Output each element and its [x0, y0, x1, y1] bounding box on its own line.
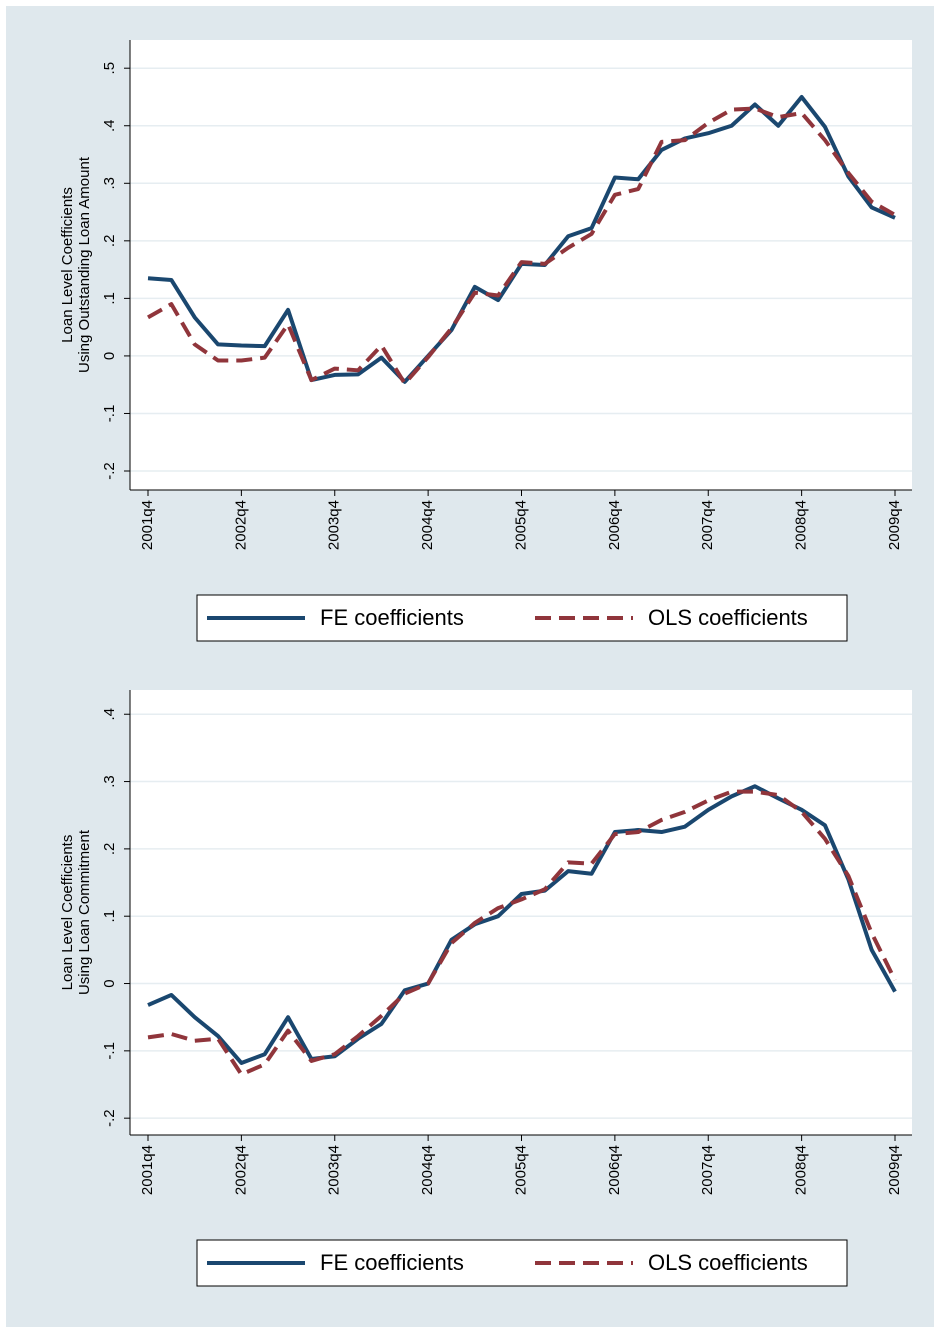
x-tick-label: 2003q4: [326, 1145, 343, 1195]
legend-label: OLS coefficients: [648, 1250, 808, 1275]
y-tick-label: -.1: [101, 405, 118, 423]
y-tick-label: .3: [101, 177, 118, 190]
x-tick-label: 2005q4: [512, 500, 529, 550]
y-tick-label: .4: [101, 708, 118, 721]
y-tick-label: .3: [101, 775, 118, 788]
y-tick-label: .2: [101, 235, 118, 248]
y-axis-title: Using Outstanding Loan Amount: [76, 156, 93, 373]
x-tick-label: 2001q4: [139, 500, 156, 550]
y-tick-label: .1: [101, 292, 118, 305]
legend-label: FE coefficients: [320, 1250, 464, 1275]
x-tick-label: 2006q4: [606, 1145, 623, 1195]
y-tick-label: -.2: [101, 462, 118, 480]
y-tick-label: .4: [101, 119, 118, 132]
y-tick-label: .5: [101, 62, 118, 75]
legend-label: OLS coefficients: [648, 605, 808, 630]
x-tick-label: 2009q4: [886, 500, 903, 550]
x-tick-label: 2003q4: [326, 500, 343, 550]
x-tick-label: 2007q4: [699, 500, 716, 550]
y-axis-title: Loan Level Coefficients: [59, 835, 76, 991]
y-tick-label: -.2: [101, 1109, 118, 1127]
y-tick-label: -.1: [101, 1042, 118, 1060]
x-tick-label: 2009q4: [886, 1145, 903, 1195]
y-tick-label: .2: [101, 843, 118, 856]
x-tick-label: 2004q4: [419, 500, 436, 550]
x-tick-label: 2005q4: [512, 1145, 529, 1195]
series-line: [147, 106, 896, 386]
legend-box: [196, 1239, 848, 1287]
y-axis-title: Using Loan Commitment: [76, 829, 93, 995]
plot-area: [130, 690, 912, 1135]
x-tick-label: 2002q4: [232, 1145, 249, 1195]
y-tick-label: 0: [101, 352, 118, 360]
series-line: [147, 789, 897, 1077]
x-tick-label: 2001q4: [139, 1145, 156, 1195]
y-tick-label: 0: [101, 979, 118, 987]
legend-label: FE coefficients: [320, 605, 464, 630]
x-tick-label: 2008q4: [793, 1145, 810, 1195]
x-tick-label: 2008q4: [793, 500, 810, 550]
y-axis-title: Loan Level Coefficients: [59, 187, 76, 343]
legend-box: [196, 594, 848, 642]
x-tick-label: 2002q4: [232, 500, 249, 550]
x-tick-label: 2004q4: [419, 1145, 436, 1195]
x-tick-label: 2007q4: [699, 1145, 716, 1195]
y-tick-label: .1: [101, 910, 118, 923]
x-tick-label: 2006q4: [606, 500, 623, 550]
